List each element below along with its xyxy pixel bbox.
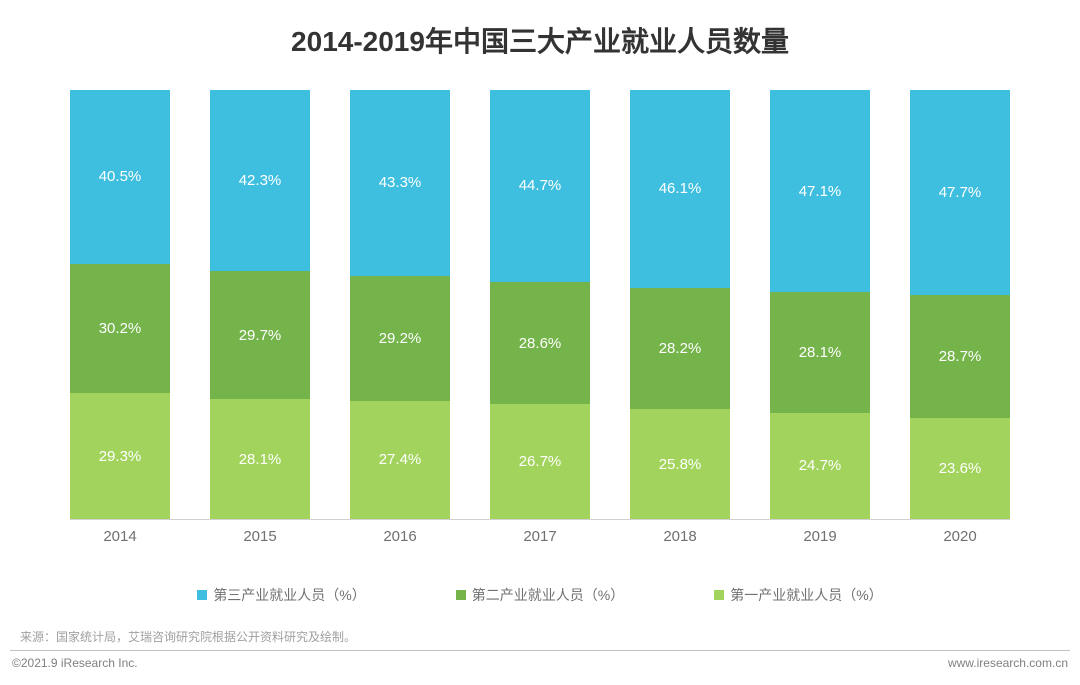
segment: 29.3% [70,393,170,519]
segment: 26.7% [490,404,590,519]
segment: 44.7% [490,90,590,282]
segment: 29.2% [350,276,450,401]
segment: 28.1% [210,399,310,520]
x-label: 2018 [630,528,730,545]
segment: 28.7% [910,295,1010,418]
segment: 30.2% [70,264,170,394]
legend-swatch [456,590,466,600]
footer-divider [10,650,1070,651]
bar-2016: 43.3%29.2%27.4% [350,90,450,519]
x-label: 2015 [210,528,310,545]
segment: 42.3% [210,90,310,271]
segment: 47.7% [910,90,1010,295]
legend-swatch [714,590,724,600]
segment: 27.4% [350,401,450,519]
legend-swatch [197,590,207,600]
chart-plot-area: 40.5%30.2%29.3%42.3%29.7%28.1%43.3%29.2%… [70,90,1010,520]
segment: 46.1% [630,90,730,288]
bar-2017: 44.7%28.6%26.7% [490,90,590,519]
legend-item: 第二产业就业人员（%） [456,585,624,605]
segment: 28.6% [490,282,590,405]
bar-2019: 47.1%28.1%24.7% [770,90,870,519]
bar-2018: 46.1%28.2%25.8% [630,90,730,519]
bar-2020: 47.7%28.7%23.6% [910,90,1010,519]
x-label: 2019 [770,528,870,545]
segment: 23.6% [910,418,1010,519]
segment: 40.5% [70,90,170,264]
segment: 28.2% [630,288,730,409]
website-text: www.iresearch.com.cn [948,656,1068,670]
x-label: 2017 [490,528,590,545]
legend-label: 第二产业就业人员（%） [472,585,624,605]
segment: 43.3% [350,90,450,276]
x-label: 2016 [350,528,450,545]
legend-item: 第一产业就业人员（%） [714,585,882,605]
bar-2015: 42.3%29.7%28.1% [210,90,310,519]
chart-legend: 第三产业就业人员（%） 第二产业就业人员（%） 第一产业就业人员（%） [0,585,1080,605]
segment: 29.7% [210,271,310,398]
x-axis-labels: 2014 2015 2016 2017 2018 2019 2020 [70,528,1010,558]
x-label: 2014 [70,528,170,545]
legend-item: 第三产业就业人员（%） [197,585,365,605]
source-note: 来源：国家统计局，艾瑞咨询研究院根据公开资料研究及绘制。 [20,628,356,645]
x-label: 2020 [910,528,1010,545]
legend-label: 第一产业就业人员（%） [730,585,882,605]
legend-label: 第三产业就业人员（%） [213,585,365,605]
chart-title: 2014-2019年中国三大产业就业人员数量 [0,0,1080,60]
segment: 24.7% [770,413,870,519]
copyright-text: ©2021.9 iResearch Inc. [12,656,138,670]
segment: 25.8% [630,409,730,520]
segment: 47.1% [770,90,870,292]
bar-2014: 40.5%30.2%29.3% [70,90,170,519]
segment: 28.1% [770,292,870,413]
